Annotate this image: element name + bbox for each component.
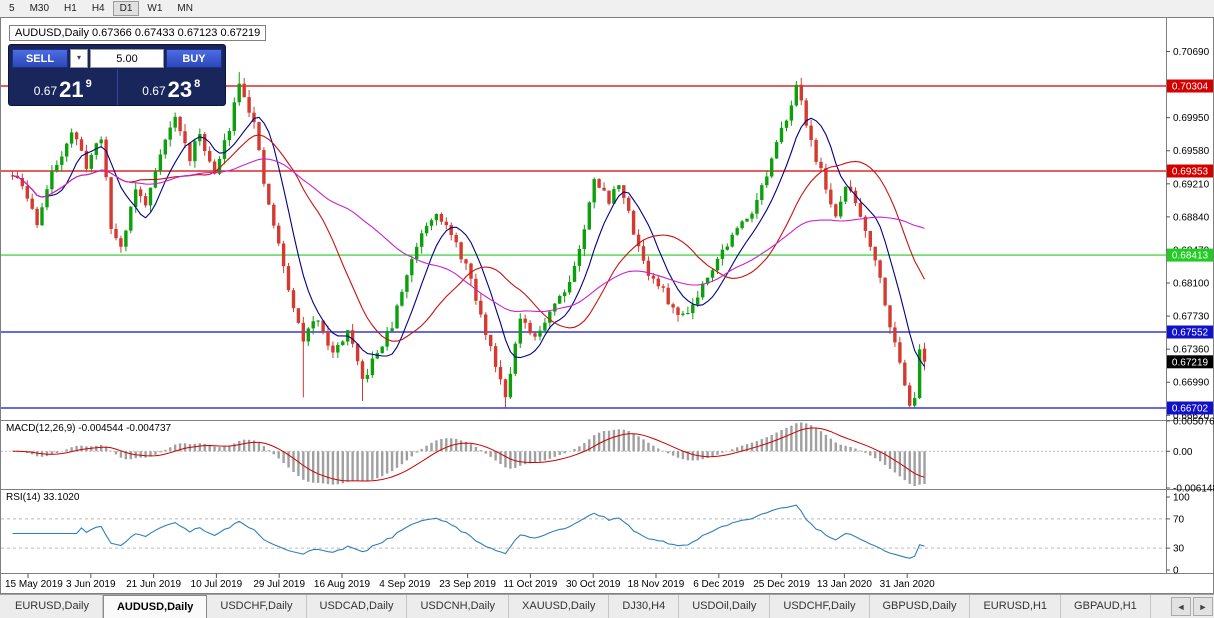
sell-price-base: 0.67 [33, 84, 58, 98]
tab-usdchf-daily[interactable]: USDCHF,Daily [770, 595, 870, 618]
svg-text:10 Jul 2019: 10 Jul 2019 [191, 579, 243, 590]
svg-text:0.66620: 0.66620 [1173, 411, 1210, 422]
svg-text:0.67552: 0.67552 [1172, 328, 1209, 339]
timeframe-mn[interactable]: MN [170, 1, 200, 16]
timeframe-toolbar: 5 M30 H1 H4 D1 W1 MN [0, 0, 1214, 18]
candles-layer [10, 72, 927, 409]
svg-text:0.00: 0.00 [1173, 447, 1193, 458]
svg-text:0.67360: 0.67360 [1173, 345, 1210, 356]
svg-text:23 Sep 2019: 23 Sep 2019 [439, 579, 496, 590]
sell-button[interactable]: SELL [12, 49, 68, 68]
timeframe-h4[interactable]: H4 [84, 1, 112, 16]
tab-audusd-daily[interactable]: AUDUSD,Daily [102, 595, 208, 618]
svg-text:11 Oct 2019: 11 Oct 2019 [504, 579, 558, 590]
svg-text:0.67219: 0.67219 [1172, 357, 1209, 368]
svg-text:25 Dec 2019: 25 Dec 2019 [753, 579, 810, 590]
tab-xauusd-daily[interactable]: XAUUSD,Daily [509, 595, 610, 618]
svg-text:6 Dec 2019: 6 Dec 2019 [693, 579, 745, 590]
svg-text:0.66990: 0.66990 [1173, 378, 1210, 389]
chart-tabs: EURUSD,Daily AUDUSD,Daily USDCHF,Daily USDC… [0, 594, 1214, 618]
macd-indicator-label: MACD(12,26,9) -0.004544 -0.004737 [6, 423, 172, 434]
tab-gbpusd-daily[interactable]: GBPUSD,Daily [869, 595, 971, 618]
svg-text:0.69580: 0.69580 [1173, 146, 1210, 157]
buy-price-big: 23 [167, 77, 193, 103]
tab-usdoil-daily[interactable]: USDOil,Daily [679, 595, 771, 618]
svg-text:0.70690: 0.70690 [1173, 47, 1210, 58]
svg-text:16 Aug 2019: 16 Aug 2019 [314, 579, 371, 590]
svg-text:21 Jun 2019: 21 Jun 2019 [126, 579, 181, 590]
svg-text:0.005076: 0.005076 [1173, 417, 1214, 428]
volume-dropdown-icon[interactable]: ▾ [70, 49, 88, 68]
sell-price-big: 21 [59, 77, 84, 103]
macd-signal-line [12, 427, 925, 482]
timeframe-d1[interactable]: D1 [112, 1, 140, 16]
ma-8-line [12, 116, 925, 367]
svg-text:0.66702: 0.66702 [1172, 403, 1209, 414]
svg-text:-0.006148: -0.006148 [1173, 484, 1214, 495]
svg-text:100: 100 [1173, 493, 1190, 504]
one-click-trade-panel: SELL ▾ BUY 0.67 21 9 0.67 23 8 [8, 44, 226, 106]
svg-text:30 Oct 2019: 30 Oct 2019 [566, 579, 621, 590]
svg-text:0.68100: 0.68100 [1173, 279, 1210, 290]
svg-text:0: 0 [1173, 566, 1179, 577]
tabbar-spacer [1151, 595, 1170, 618]
tab-dj30-h4[interactable]: DJ30,H4 [609, 595, 680, 618]
svg-text:0.69950: 0.69950 [1173, 113, 1210, 124]
buy-price[interactable]: 0.67 23 8 [116, 69, 226, 105]
svg-text:0.69353: 0.69353 [1172, 167, 1209, 178]
rsi-line [12, 504, 925, 559]
svg-text:0.69210: 0.69210 [1173, 179, 1210, 190]
svg-text:29 Jul 2019: 29 Jul 2019 [253, 579, 305, 590]
svg-text:30: 30 [1173, 544, 1185, 555]
svg-text:18 Nov 2019: 18 Nov 2019 [628, 579, 685, 590]
rsi-indicator-label: RSI(14) 33.1020 [6, 492, 80, 503]
timeframe-w1[interactable]: W1 [140, 1, 170, 16]
buy-button[interactable]: BUY [166, 49, 222, 68]
timeframe-5[interactable]: 5 [2, 1, 22, 16]
svg-text:0.70304: 0.70304 [1172, 82, 1209, 93]
macd-histogram [16, 422, 926, 486]
timeframe-m30[interactable]: M30 [22, 1, 57, 16]
ma-21-line [12, 134, 925, 342]
chart-symbol-ohlc: AUDUSD,Daily 0.67366 0.67433 0.67123 0.6… [9, 25, 267, 41]
sell-price[interactable]: 0.67 21 9 [9, 69, 117, 105]
tab-eurusd-h1[interactable]: EURUSD,H1 [970, 595, 1062, 618]
svg-text:3 Jun 2019: 3 Jun 2019 [66, 579, 116, 590]
tab-gbpaud-h1[interactable]: GBPAUD,H1 [1061, 595, 1151, 618]
svg-text:4 Sep 2019: 4 Sep 2019 [379, 579, 431, 590]
tab-usdcnh-daily[interactable]: USDCNH,Daily [407, 595, 510, 618]
svg-text:70: 70 [1173, 514, 1185, 525]
svg-text:0.68840: 0.68840 [1173, 212, 1210, 223]
svg-text:13 Jan 2020: 13 Jan 2020 [817, 579, 872, 590]
buy-price-base: 0.67 [142, 84, 166, 98]
svg-text:0.68413: 0.68413 [1172, 251, 1209, 262]
tab-scroll-left-icon[interactable]: ◄ [1171, 597, 1191, 616]
ma-45-line [12, 158, 925, 313]
tab-usdchf-daily[interactable]: USDCHF,Daily [207, 595, 307, 618]
buy-price-sup: 8 [194, 78, 201, 90]
tab-eurusd-daily[interactable]: EURUSD,Daily [2, 595, 103, 618]
timeframe-h1[interactable]: H1 [57, 1, 84, 16]
tab-scroll-right-icon[interactable]: ► [1193, 597, 1213, 616]
svg-text:31 Jan 2020: 31 Jan 2020 [880, 579, 935, 590]
tab-usdcad-daily[interactable]: USDCAD,Daily [306, 595, 408, 618]
volume-input[interactable] [90, 49, 164, 68]
sell-price-sup: 9 [85, 78, 92, 90]
svg-text:0.67730: 0.67730 [1173, 312, 1210, 323]
svg-text:15 May 2019: 15 May 2019 [5, 579, 63, 590]
